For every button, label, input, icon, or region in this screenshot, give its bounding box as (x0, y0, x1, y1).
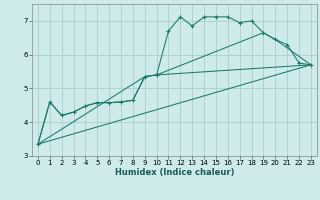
X-axis label: Humidex (Indice chaleur): Humidex (Indice chaleur) (115, 168, 234, 177)
